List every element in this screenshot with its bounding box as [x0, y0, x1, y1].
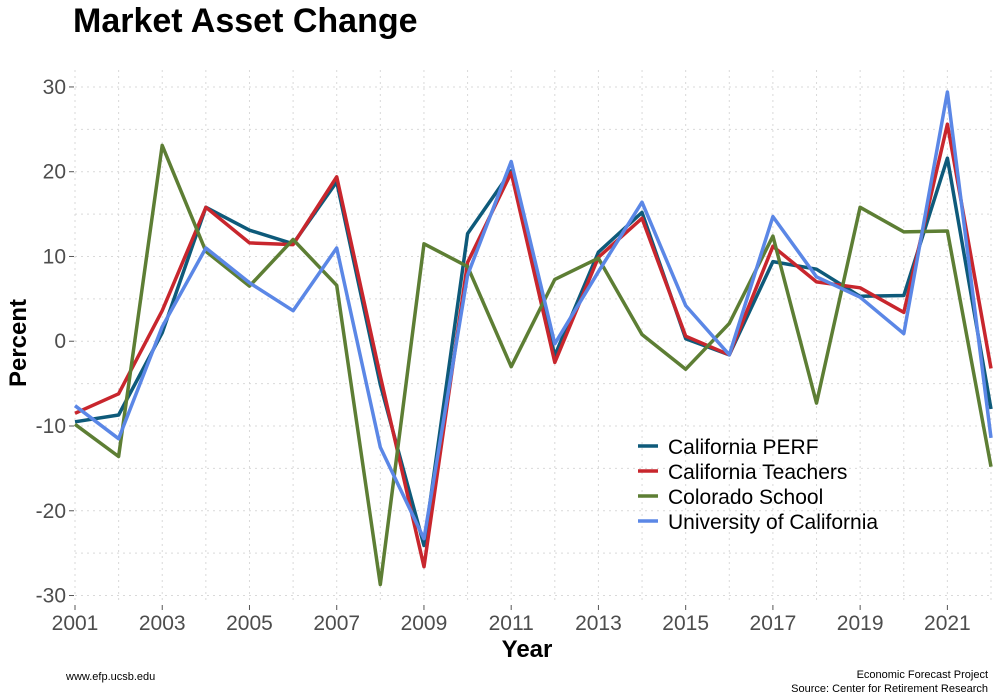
legend-label-california-perf: California PERF [668, 436, 819, 459]
x-axis-title: Year [502, 636, 553, 663]
legend-label-university-of-california: University of California [668, 511, 878, 534]
series-lines [73, 90, 993, 587]
y-tick-label: 20 [43, 161, 66, 184]
footer-organization: Economic Forecast Project [857, 669, 988, 681]
x-tick-label: 2021 [924, 612, 971, 635]
legend-label-colorado-school: Colorado School [668, 486, 823, 509]
y-tick-label: -20 [36, 500, 66, 523]
y-axis-title: Percent [5, 299, 32, 387]
legend-label-california-teachers: California Teachers [668, 461, 847, 484]
x-tick-label: 2009 [401, 612, 448, 635]
x-axis-ticks: 2001 2003 2005 2007 2009 2011 2013 2015 2017 2019… [52, 605, 971, 635]
x-tick-label: 2007 [313, 612, 360, 635]
footer-source: Source: Center for Retirement Research [791, 683, 988, 695]
y-axis-ticks: -30 -20 -10 0 10 20 30 [36, 76, 74, 608]
y-tick-label: 10 [43, 245, 66, 268]
x-tick-label: 2017 [750, 612, 797, 635]
y-tick-label: -30 [36, 585, 66, 608]
y-tick-label: 30 [43, 76, 66, 99]
series-line-university-of-california [73, 90, 993, 541]
series-line-california-teachers [74, 122, 993, 569]
x-tick-label: 2015 [662, 612, 709, 635]
x-tick-label: 2011 [489, 612, 534, 635]
x-tick-label: 2001 [52, 612, 99, 635]
x-tick-label: 2005 [226, 612, 273, 635]
x-tick-label: 2019 [837, 612, 884, 635]
series-line-colorado-school [73, 143, 993, 587]
x-tick-label: 2003 [139, 612, 186, 635]
x-tick-label: 2013 [575, 612, 622, 635]
chart-title: Market Asset Change [73, 2, 418, 40]
footer-website: www.efp.ucsb.edu [65, 671, 155, 683]
y-tick-label: 0 [54, 330, 66, 353]
y-tick-label: -10 [36, 415, 66, 438]
